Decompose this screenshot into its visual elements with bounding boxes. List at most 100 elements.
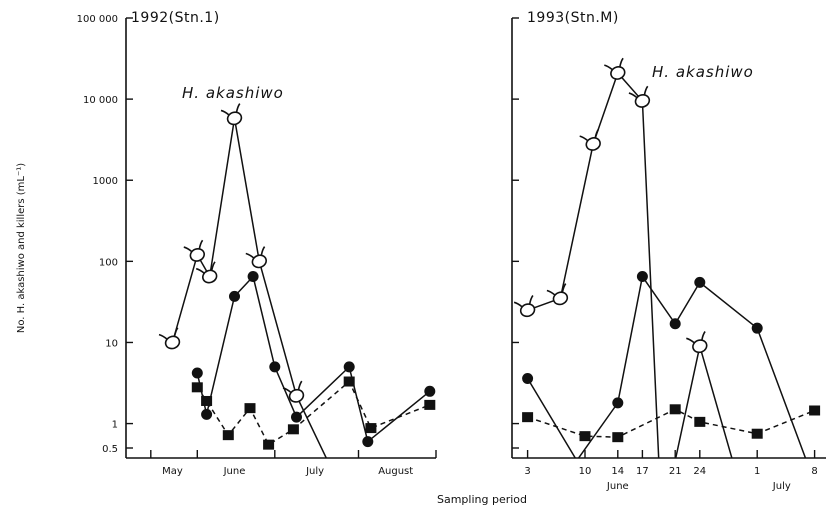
y-tick-label-1992: 100 [99,257,118,268]
y-tick-label-1992: 0.5 [102,444,118,455]
x-group-label-1993: July [772,481,791,492]
akashiwo-cell-point-1993-flagellum-right [701,331,706,341]
akashiwo-cell-point-1993-body [692,339,708,354]
akashiwo-cell-point-1993-flagellum-left [546,289,556,296]
killer-square-point-1992 [263,439,275,450]
axes-1992: 0.5 1 10 100 1000 10 000 100 000 May June July Aug… [77,14,437,477]
killer-circle-point-1992 [343,361,355,373]
killer-square-point-1993 [694,416,706,427]
akashiwo-cell-point-1992 [220,103,243,126]
akashiwo-cell-point-1992-flagellum-left [158,333,168,340]
akashiwo-cell-point-1993 [513,295,536,318]
akashiwo-cell-point-1993-body [552,291,569,306]
x-group-label-1993: June [606,481,629,492]
killer-square-point-1992 [287,424,299,435]
panel-1993: 1993(Stn.M) H. akashiwo 3 10 14 17 21 24 1 8 Jun… [511,10,826,492]
killer-square-point-1992 [191,382,203,393]
y-tick-label-1992: 10 000 [83,95,118,106]
x-tick-label-1992: July [305,466,324,477]
akashiwo-cell-point-1992-flagellum-right [260,246,266,256]
akashiwo-cell-point-1993-flagellum-left [579,135,589,142]
akashiwo-cell-point-1992 [183,239,205,262]
killer-square-point-1992 [365,423,377,434]
killer-circle-point-1992 [247,271,259,283]
y-axis-title: No. H. akashiwo and killers (mL⁻¹) [16,163,27,333]
y-tick-label-1992: 1000 [93,176,118,187]
killer-circle-point-1993 [694,276,706,288]
panel-title-1992: 1992(Stn.1) [131,10,220,26]
x-tick-label-1993: 17 [636,466,649,477]
akashiwo-cell-point-1992-flagellum-right [210,261,216,271]
akashiwo-cell-point-1992-flagellum-right [173,327,179,337]
akashiwo-cell-point-1992-flagellum-right [198,239,204,250]
akashiwo-cell-point-1992 [245,246,267,269]
series-group-1993 [513,57,821,458]
killer-square-point-1993 [751,428,763,439]
x-tick-label-1993: 8 [811,466,817,477]
akashiwo-cell-point-1992-flagellum-left [183,246,193,253]
x-tick-label-1992: May [162,466,183,477]
panel-1992: 1992(Stn.1) H. akashiwo 0.5 1 10 100 1000 10 … [77,10,437,477]
killer-square-point-1993 [669,404,681,415]
x-tick-label-1993: 24 [693,466,706,477]
x-tick-label-1993: 3 [524,466,530,477]
akashiwo-cell-point-1993-flagellum-right [561,283,567,293]
axes-1993: 3 10 14 17 21 24 1 8 June July [511,17,826,492]
akashiwo-cell-point-1993 [604,57,626,80]
y-tick-label-1992: 10 [105,338,118,349]
killer-circle-point-1992 [201,408,213,420]
x-tick-label-1993: 10 [579,466,592,477]
x-tick-label-1992: June [223,466,246,477]
akashiwo-cell-point-1992-body [189,248,205,262]
akashiwo-cell-point-1993 [686,331,708,354]
killer-circle-point-1992 [291,411,302,423]
akashiwo-cell-point-1993-flagellum-right [619,57,624,68]
akashiwo-cell-point-1993 [579,128,601,151]
akashiwo-cell-point-1993 [546,283,569,306]
x-tick-label-1993: 1 [754,466,760,477]
killer-circle-point-1992 [191,367,203,379]
akashiwo-cell-point-1993-body [610,66,626,80]
killer-square-point-1992 [244,403,256,414]
killer-circle-point-1993 [636,271,648,283]
akashiwo-cell-point-1993-flagellum-left [628,92,638,99]
akashiwo-cell-point-1993-flagellum-left [604,64,613,71]
cell-series-1993-line [527,71,660,458]
y-tick-label-1992: 100 000 [77,14,118,25]
square-series-1992-line [196,380,431,446]
akashiwo-cell-point-1992-body [251,254,267,269]
akashiwo-cell-point-1993-body [519,303,536,318]
killer-square-point-1992 [201,395,213,406]
akashiwo-cell-point-1992-body [202,269,218,284]
akashiwo-cell-point-1992-body [164,335,181,350]
akashiwo-cell-point-1993-body [634,93,651,108]
akashiwo-cell-point-1992-flagellum-left [220,109,230,116]
akashiwo-cell-point-1993-flagellum-right [643,85,649,96]
species-label-1993: H. akashiwo [652,63,754,81]
akashiwo-cell-point-1993 [628,85,651,108]
killer-square-point-1993 [809,405,821,416]
killer-square-point-1992 [424,399,436,410]
cell-series-1993-line [674,345,733,458]
x-tick-label-1992: August [378,466,413,477]
akashiwo-cell-point-1992 [158,327,181,350]
panel-title-1993: 1993(Stn.M) [527,10,619,26]
akashiwo-cell-point-1992-flagellum-left [245,252,255,259]
series-group-1992 [158,103,436,458]
killer-circle-point-1992 [229,290,240,302]
akashiwo-cell-point-1993-flagellum-left [686,337,695,344]
killer-circle-point-1992 [269,361,281,373]
circle-series-1993-line [526,274,807,458]
x-tick-label-1993: 14 [611,466,624,477]
killer-square-point-1993 [522,412,534,423]
x-axis-title: Sampling period [437,493,527,506]
akashiwo-cell-point-1992-flagellum-right [235,103,241,113]
x-tick-label-1993: 21 [669,466,682,477]
killer-circle-point-1993 [669,318,681,330]
akashiwo-cell-point-1993-body [585,137,601,151]
killer-square-point-1992 [222,430,234,441]
killer-square-point-1993 [612,432,624,443]
akashiwo-cell-point-1992 [195,261,218,284]
akashiwo-cell-point-1993-flagellum-right [528,295,534,305]
